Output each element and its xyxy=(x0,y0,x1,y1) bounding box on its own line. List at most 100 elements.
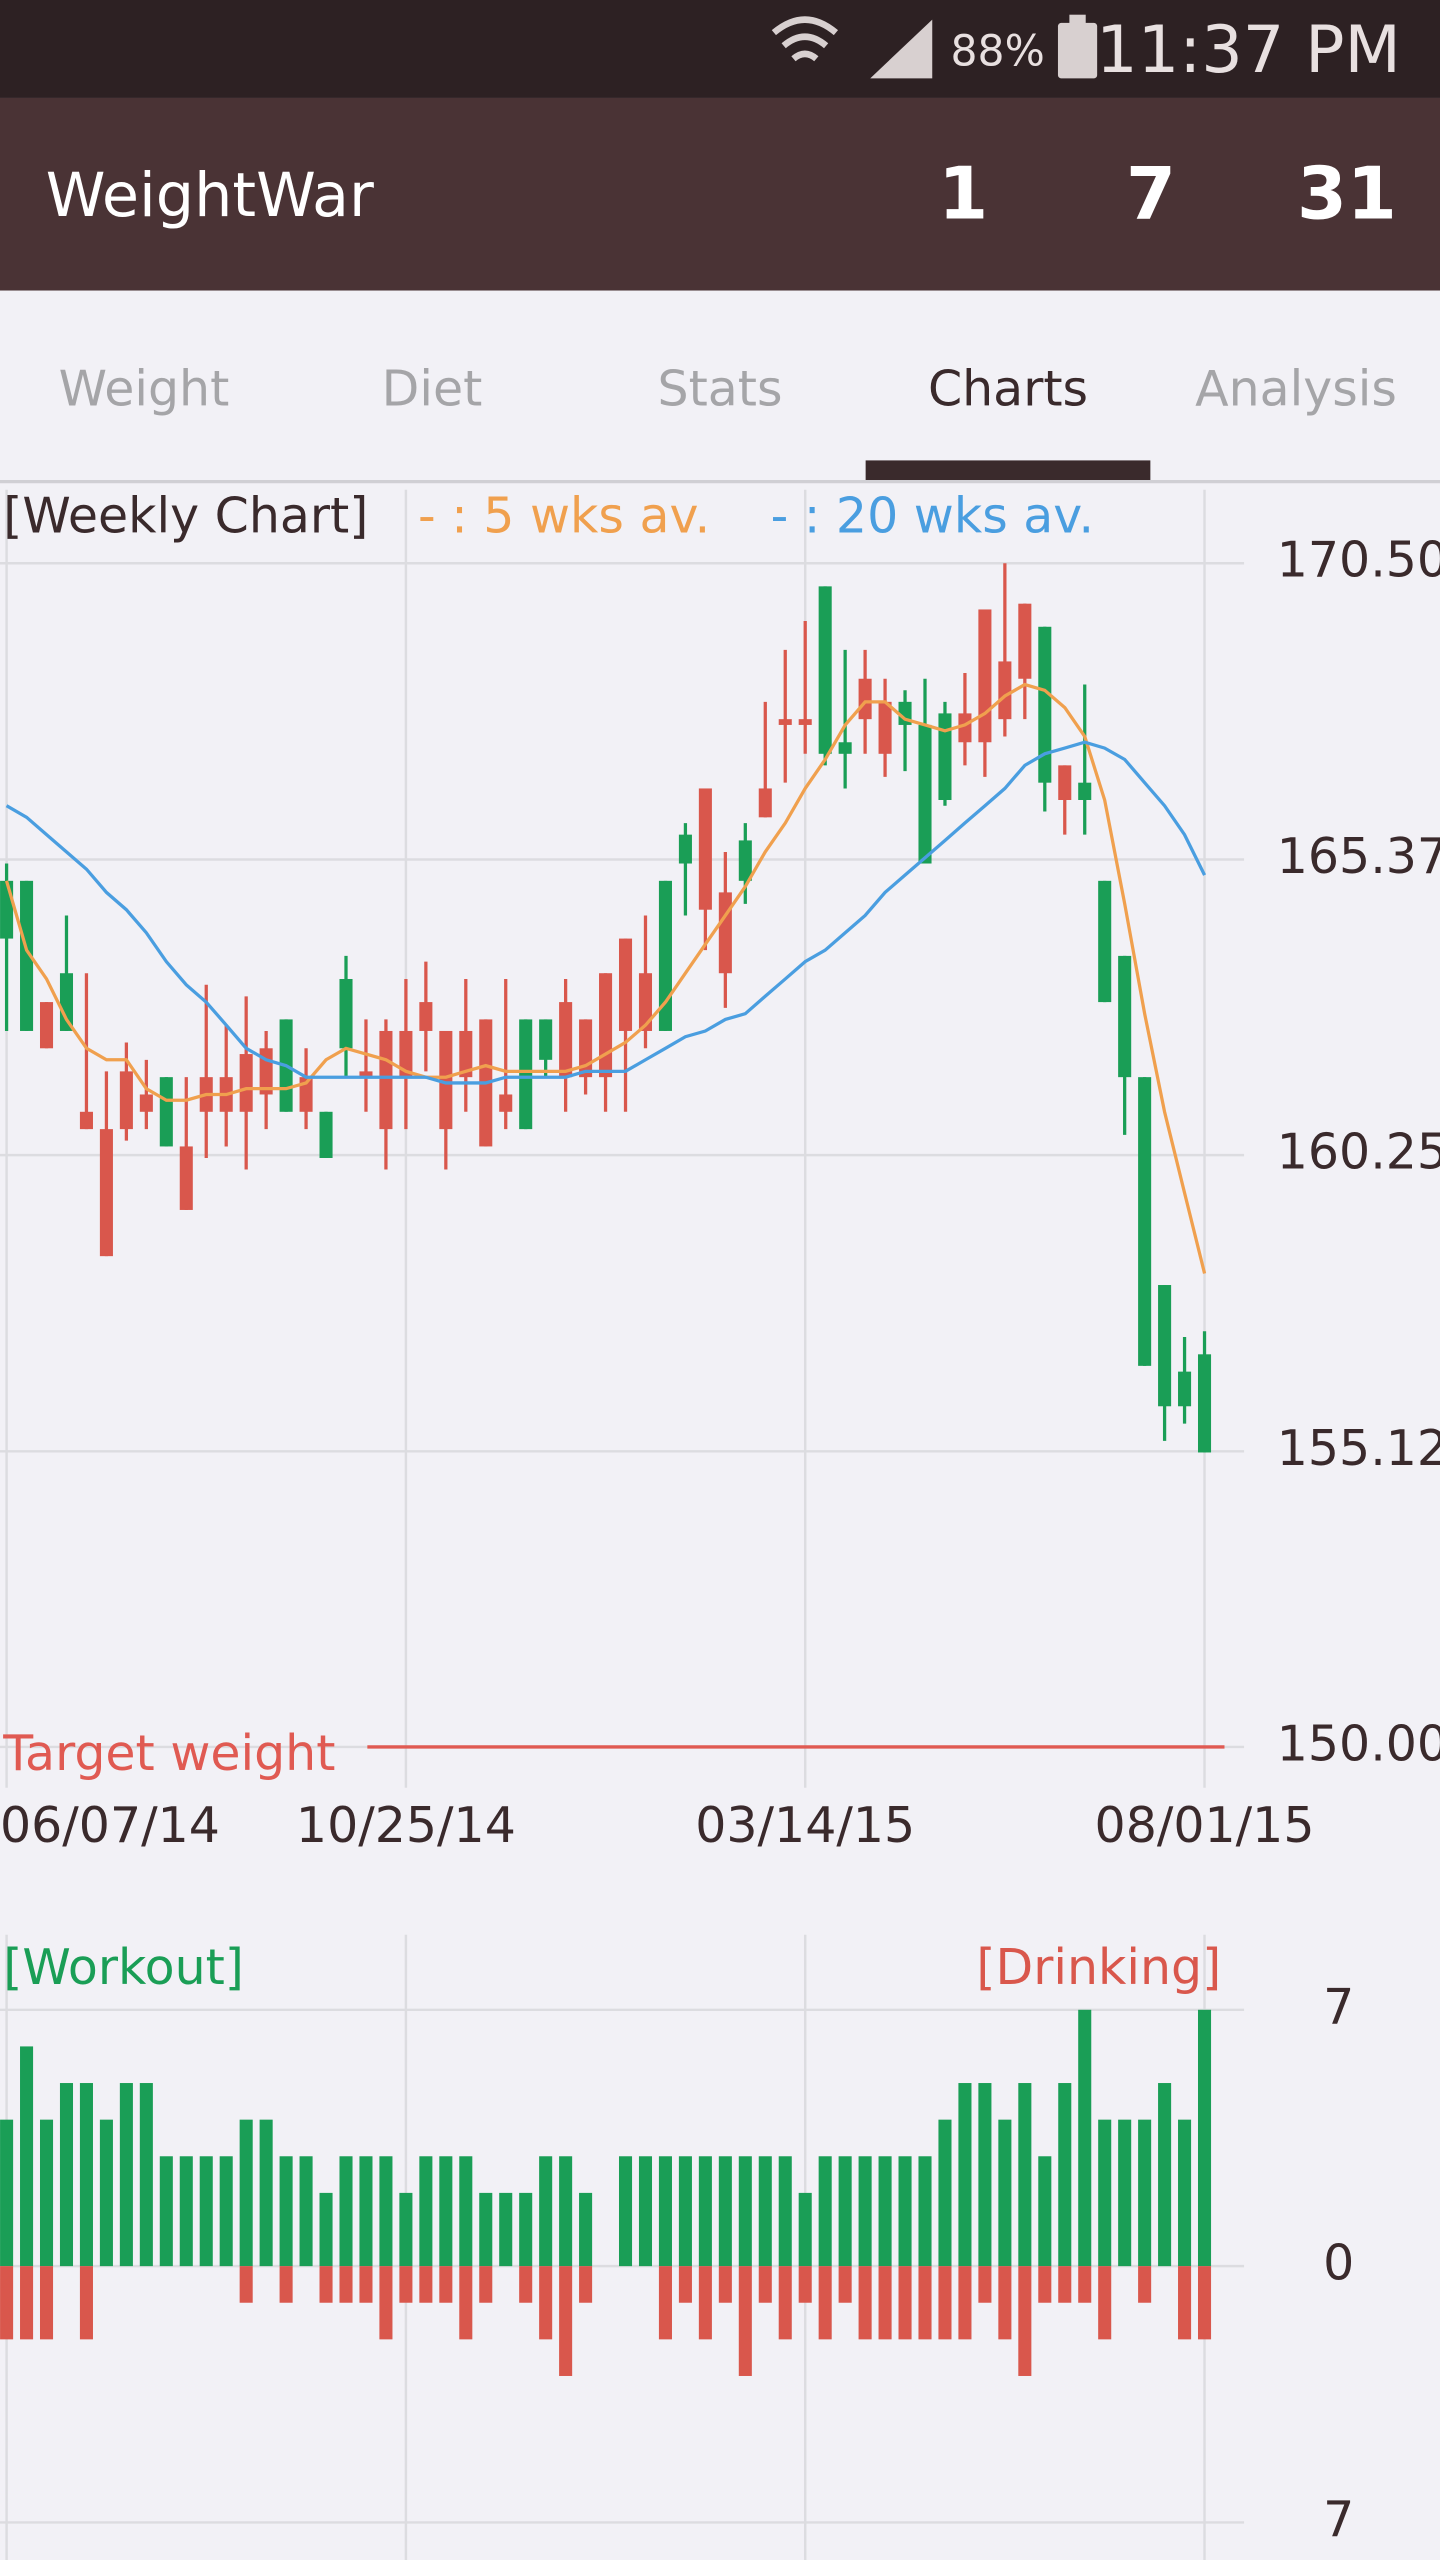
tab[interactable]: Weight xyxy=(59,360,230,417)
bar xyxy=(359,2156,373,2267)
candle-body xyxy=(1197,1354,1212,1453)
bar xyxy=(279,2266,293,2303)
candle-body xyxy=(119,1071,133,1130)
x-tick-label: 06/07/14 xyxy=(0,1797,220,1854)
candle-body xyxy=(838,742,852,754)
bar xyxy=(898,2266,912,2340)
signal-icon xyxy=(870,19,933,79)
counter: 31 xyxy=(1297,152,1397,236)
candle-body xyxy=(399,1030,413,1078)
tab[interactable]: Charts xyxy=(928,360,1088,417)
bar xyxy=(239,2266,253,2303)
bar xyxy=(718,2266,732,2303)
bar xyxy=(658,2156,672,2267)
y-tick-label: 150.00 xyxy=(1277,1715,1440,1772)
candle-body xyxy=(559,1002,573,1078)
candle-body xyxy=(439,1030,453,1130)
candle-body xyxy=(998,661,1012,720)
candle-body xyxy=(858,678,872,720)
bar xyxy=(1098,2266,1112,2340)
bar xyxy=(1138,2119,1152,2267)
candle-body xyxy=(1178,1371,1192,1407)
bar xyxy=(419,2266,433,2303)
bar xyxy=(658,2266,672,2340)
bar xyxy=(519,2266,533,2303)
bar xyxy=(79,2083,93,2267)
x-tick-label: 10/25/14 xyxy=(296,1797,516,1854)
bar xyxy=(1178,2119,1192,2267)
candle-body xyxy=(79,1111,93,1130)
candle-body xyxy=(918,724,932,864)
bar xyxy=(778,2266,792,2340)
tab[interactable]: Stats xyxy=(657,360,782,417)
bar xyxy=(159,2156,173,2267)
battery-text: 88% xyxy=(951,27,1045,76)
bar xyxy=(579,2266,593,2303)
bar xyxy=(978,2083,992,2267)
bar xyxy=(698,2156,712,2267)
bar xyxy=(519,2192,533,2267)
y-tick-label: 0 xyxy=(1323,2235,1354,2292)
bar xyxy=(718,2156,732,2267)
candle-body xyxy=(1078,782,1092,800)
tab-bar: Weight Diet Stats Charts Analysis xyxy=(0,290,1440,482)
wifi-icon xyxy=(771,16,839,62)
candle-body xyxy=(978,609,992,743)
bar xyxy=(878,2156,892,2267)
candle-body xyxy=(339,978,353,1049)
target-label: Target weight xyxy=(2,1725,335,1782)
candle-body xyxy=(139,1094,153,1112)
candle-body xyxy=(658,880,672,1031)
bar xyxy=(618,2156,633,2267)
bar xyxy=(878,2266,892,2340)
clock: 11:37 PM xyxy=(1096,12,1401,88)
bar xyxy=(958,2083,972,2267)
y-tick-label: 7 xyxy=(1323,2491,1354,2548)
bar xyxy=(1058,2083,1072,2267)
bar xyxy=(678,2266,692,2303)
candle-body xyxy=(1058,765,1072,800)
y-tick-label: 7 xyxy=(1323,1978,1354,2035)
bar xyxy=(918,2156,932,2267)
tab-bar-bg xyxy=(0,290,1440,482)
moving-average-line xyxy=(4,682,1207,1274)
bar xyxy=(1078,2009,1092,2267)
legend-entry: - : 5 wks av. xyxy=(418,488,710,545)
bar xyxy=(459,2266,473,2340)
candle-body xyxy=(519,1019,533,1130)
bar xyxy=(479,2192,493,2267)
bar xyxy=(938,2119,952,2267)
app-title: WeightWar xyxy=(46,161,374,231)
bar xyxy=(199,2156,213,2267)
bar xyxy=(399,2266,413,2303)
tab[interactable]: Diet xyxy=(382,360,483,417)
y-tick-label: 160.25 xyxy=(1277,1124,1440,1181)
bar xyxy=(319,2192,333,2267)
bar xyxy=(359,2266,373,2303)
candle-body xyxy=(1018,603,1032,679)
bar xyxy=(1158,2083,1172,2267)
candle-body xyxy=(1138,1077,1152,1366)
candle-body xyxy=(319,1111,333,1158)
candle-body xyxy=(179,1146,193,1210)
bar xyxy=(479,2266,493,2303)
bar xyxy=(998,2266,1012,2340)
bar xyxy=(539,2266,553,2340)
bar xyxy=(0,2266,14,2340)
counters: 1 7 31 xyxy=(938,152,1397,236)
candle-body xyxy=(778,719,792,725)
bar xyxy=(459,2156,473,2267)
bar xyxy=(179,2156,193,2267)
bar xyxy=(279,2156,293,2267)
bar xyxy=(319,2266,333,2303)
candle-body xyxy=(758,788,772,818)
bar xyxy=(20,2046,34,2267)
bar xyxy=(758,2156,772,2267)
candle-body xyxy=(0,880,14,939)
counter: 1 xyxy=(938,152,988,236)
bar xyxy=(239,2119,253,2267)
bar xyxy=(698,2266,712,2340)
tab[interactable]: Analysis xyxy=(1195,360,1397,417)
bar xyxy=(1178,2266,1192,2340)
bar xyxy=(1058,2266,1072,2303)
